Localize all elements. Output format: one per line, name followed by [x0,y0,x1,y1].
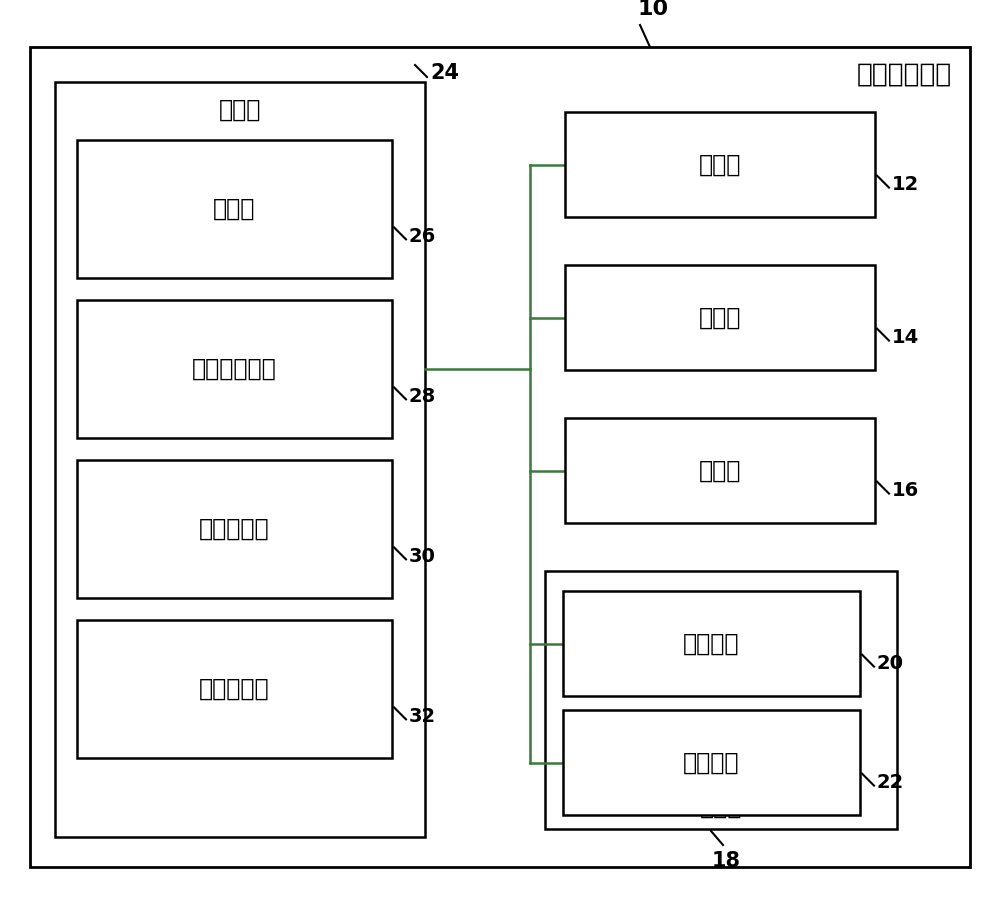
Text: 12: 12 [892,175,919,194]
Text: 输入部: 输入部 [699,306,741,329]
Bar [563,710,860,815]
Bar [55,82,425,837]
Text: 30: 30 [409,547,436,566]
Text: 通信部: 通信部 [699,152,741,177]
Text: 进展信息: 进展信息 [683,751,740,774]
Text: 32: 32 [409,707,436,726]
Text: 18: 18 [712,851,740,871]
Text: 10: 10 [637,0,669,19]
Text: 24: 24 [430,63,459,83]
Text: 22: 22 [877,773,904,792]
Text: 含意图生成部: 含意图生成部 [192,357,277,381]
Text: 显示控制部: 显示控制部 [199,517,270,541]
Bar [77,460,392,598]
Bar [545,571,897,829]
Bar [77,620,392,758]
Text: 存储部: 存储部 [700,795,742,819]
Text: 信息处理装置: 信息处理装置 [857,62,952,88]
Bar [77,300,392,438]
Bar [563,591,860,696]
Text: 信息更新部: 信息更新部 [199,677,270,701]
Text: 预定信息: 预定信息 [683,631,740,656]
Bar [565,112,875,217]
Bar [565,265,875,370]
Text: 显示部: 显示部 [699,458,741,483]
Text: 分析部: 分析部 [213,197,256,221]
Bar [77,140,392,278]
Text: 16: 16 [892,481,919,501]
Text: 控制部: 控制部 [219,98,261,122]
Text: 14: 14 [892,328,919,347]
Text: 28: 28 [409,387,436,405]
Text: 20: 20 [877,654,904,673]
Bar [565,418,875,523]
Text: 26: 26 [409,227,436,246]
